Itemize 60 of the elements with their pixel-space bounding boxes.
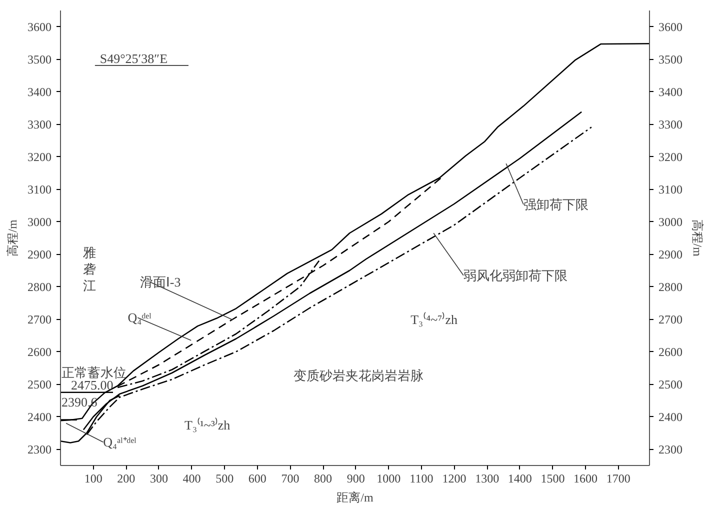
annotation: 正常蓄水位 (61, 365, 126, 380)
x-axis-title: 距离/m (336, 490, 374, 504)
y2-tick-label: 3100 (658, 182, 682, 196)
x-tick-label: 1700 (606, 472, 630, 486)
x-tick-label: 1600 (574, 472, 598, 486)
y2-tick-label: 2900 (658, 247, 682, 262)
y-tick-label: 3300 (28, 117, 52, 132)
y2-tick-label: 3200 (658, 150, 682, 164)
x-tick-label: 200 (117, 472, 136, 486)
annotation: Q₄ᵈᵉˡ (128, 310, 152, 326)
annotation: 强卸荷下限 (523, 197, 588, 212)
y-tick-label: 3400 (28, 84, 52, 99)
y-tick-label: 2400 (28, 410, 52, 424)
x-tick-label: 1400 (508, 472, 532, 486)
x-tick-label: 1000 (376, 472, 401, 486)
y2-tick-label: 2400 (658, 410, 682, 424)
x-tick-label: 1200 (442, 472, 466, 486)
y2-tick-label: 3500 (658, 52, 682, 66)
y2-axis-title: 高程/m (690, 220, 704, 257)
x-tick-label: 300 (150, 472, 168, 486)
x-tick-label: 1100 (410, 472, 434, 486)
annotation: 2475.00 (71, 378, 114, 393)
annotation: T₃⁽¹~³⁾zh (184, 417, 231, 432)
annotation: Q₄ᵃˡ⁺ᵈᵉˡ (103, 434, 138, 450)
annotation: 滑面Ⅰ-3 (140, 274, 181, 290)
y2-tick-label: 3600 (658, 20, 682, 34)
y-tick-label: 2600 (28, 344, 52, 359)
x-tick-label: 900 (346, 472, 365, 486)
annotation: T₃⁽⁴~⁷⁾zh (410, 312, 458, 327)
y-tick-label: 3500 (28, 52, 52, 66)
y-tick-label: 2300 (28, 442, 52, 456)
y2-tick-label: 3000 (658, 214, 682, 229)
annotation: 弱风化弱卸荷下限 (463, 268, 568, 283)
y-tick-label: 3600 (28, 20, 52, 34)
y-tick-label: 2500 (28, 377, 52, 392)
y2-tick-label: 2300 (658, 442, 682, 456)
x-tick-label: 500 (216, 472, 234, 486)
y2-tick-label: 3300 (658, 117, 682, 132)
x-tick-label: 800 (314, 472, 332, 486)
annotation: 雅砻江 (82, 244, 96, 293)
y2-tick-label: 2500 (658, 377, 682, 392)
x-tick-label: 600 (248, 472, 266, 486)
y-axis-title: 高程/m (6, 219, 20, 256)
x-tick-label: 1300 (475, 472, 500, 486)
y-tick-label: 2800 (28, 280, 52, 294)
annotation: S49°25′38″E (100, 50, 168, 66)
y-tick-label: 3100 (28, 182, 52, 196)
x-tick-label: 400 (182, 472, 201, 486)
y2-tick-label: 2600 (658, 344, 682, 359)
y-tick-label: 3000 (28, 214, 52, 229)
y-tick-label: 2900 (28, 247, 52, 262)
y-tick-label: 3200 (28, 150, 52, 164)
annotation: 变质砂岩夹花岗岩岩脉 (293, 368, 424, 383)
x-tick-label: 100 (84, 472, 102, 486)
y2-tick-label: 2800 (658, 280, 682, 294)
x-tick-label: 1500 (540, 472, 565, 486)
y-tick-label: 2700 (28, 312, 52, 326)
y2-tick-label: 3400 (658, 84, 682, 99)
y2-tick-label: 2700 (658, 312, 682, 326)
x-tick-label: 700 (281, 472, 300, 486)
